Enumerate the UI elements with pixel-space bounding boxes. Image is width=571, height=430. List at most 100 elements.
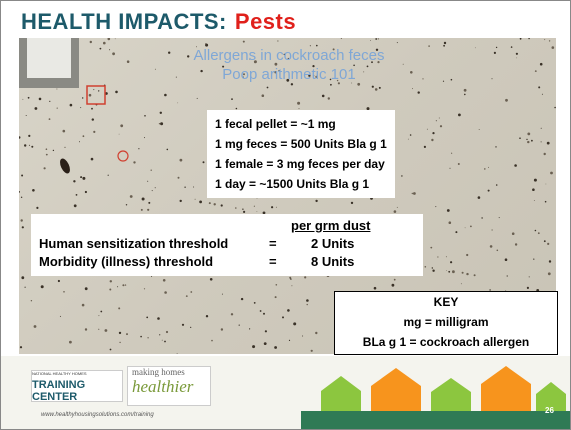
speck: [63, 130, 66, 133]
speck: [328, 97, 330, 99]
speck: [304, 276, 306, 278]
speck: [265, 330, 267, 332]
speck: [275, 296, 277, 298]
speck: [100, 48, 102, 50]
speck: [499, 217, 500, 218]
row-equals: =: [269, 236, 277, 251]
speck: [527, 133, 530, 136]
speck: [155, 187, 156, 188]
speck: [541, 128, 542, 129]
speck: [492, 229, 493, 230]
speck: [209, 202, 211, 204]
speck: [262, 94, 265, 97]
speck: [444, 42, 446, 44]
speck: [271, 206, 273, 208]
fact: 1 mg feces = 500 Units Bla g 1: [215, 134, 387, 154]
speck: [496, 47, 497, 48]
speck: [221, 204, 223, 206]
speck: [162, 340, 163, 341]
speck: [351, 202, 353, 204]
speck: [287, 309, 290, 312]
speck: [548, 272, 551, 275]
speck: [164, 341, 166, 343]
speck: [495, 146, 496, 147]
speck: [392, 284, 395, 287]
speck: [91, 158, 94, 161]
speck: [178, 177, 180, 179]
speck: [260, 310, 262, 312]
speck: [190, 327, 191, 328]
speck: [549, 40, 550, 41]
speck: [464, 89, 467, 92]
speck: [545, 201, 547, 203]
speck: [397, 207, 398, 208]
speck: [241, 298, 243, 300]
speck: [164, 94, 167, 97]
speck: [282, 316, 284, 318]
speck: [533, 259, 534, 260]
speck: [443, 45, 445, 47]
speck: [197, 98, 198, 99]
speck: [546, 184, 547, 185]
logo-word: healthier: [132, 377, 210, 397]
speck: [505, 99, 508, 102]
speck: [431, 139, 433, 141]
speck: [374, 287, 377, 290]
key-item: mg = milligram: [335, 312, 557, 332]
speck: [516, 53, 518, 55]
house: [371, 368, 421, 411]
house: [321, 376, 361, 411]
speck: [159, 334, 160, 335]
speck: [49, 101, 50, 102]
speck: [144, 115, 146, 117]
speck: [184, 187, 185, 188]
heading-line: Poop arithmetic 101: [169, 65, 409, 84]
speck: [148, 202, 150, 204]
speck: [547, 243, 549, 245]
speck: [422, 78, 423, 79]
column-header: per grm dust: [291, 218, 370, 233]
speck: [527, 141, 529, 143]
speck: [112, 52, 115, 55]
speck: [370, 40, 371, 41]
speck: [394, 279, 396, 281]
speck: [249, 328, 250, 329]
speck: [488, 190, 490, 192]
speck: [552, 46, 555, 49]
speck: [210, 278, 213, 281]
speck: [34, 325, 37, 328]
speck: [142, 198, 145, 201]
speck: [82, 304, 85, 307]
speck: [56, 89, 57, 90]
image-heading: Allergens in cockroach feces Poop arithm…: [169, 46, 409, 84]
speck: [424, 146, 426, 148]
speck: [542, 94, 543, 95]
logo-small: NATIONAL HEALTHY HOMES: [32, 371, 87, 376]
speck: [451, 79, 453, 81]
speck: [193, 187, 194, 188]
speck: [195, 199, 196, 200]
speck: [297, 102, 300, 105]
houses-illustration: [301, 356, 570, 429]
speck: [147, 181, 148, 182]
speck: [24, 144, 26, 146]
speck: [478, 196, 481, 199]
speck: [214, 203, 216, 205]
speck: [41, 285, 44, 288]
speck: [182, 324, 184, 326]
speck: [26, 115, 27, 116]
speck: [492, 78, 493, 79]
speck: [437, 256, 438, 257]
speck: [31, 300, 32, 301]
logo-main: TRAINING CENTER: [32, 379, 122, 403]
speck: [464, 94, 466, 96]
speck: [92, 118, 94, 120]
fact: 1 day = ~1500 Units Bla g 1: [215, 174, 387, 194]
speck: [412, 193, 413, 194]
speck: [28, 135, 30, 137]
speck: [494, 52, 496, 54]
speck: [541, 141, 542, 142]
speck: [57, 108, 58, 109]
speck: [443, 81, 444, 82]
speck: [436, 120, 437, 121]
